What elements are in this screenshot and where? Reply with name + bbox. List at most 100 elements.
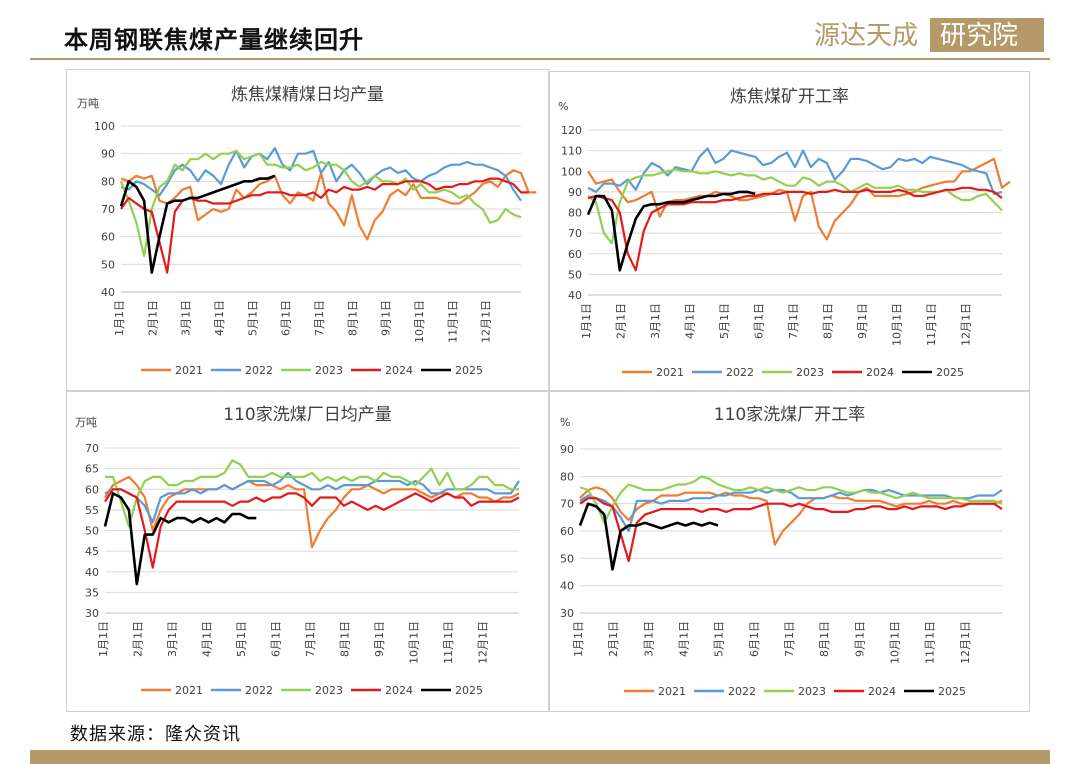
y-tick-label: 120 [561,124,582,137]
y-tick-label: 45 [85,545,99,558]
logo-text-right: 研究院 [940,21,1018,51]
series-line-2023 [105,459,519,528]
x-tick-label: 3月1日 [180,300,193,336]
x-tick-label: 3月1日 [649,303,662,339]
x-tick-label: 6月1日 [280,300,293,336]
series-line-2021 [120,169,537,241]
x-tick-label: 4月1日 [213,300,226,336]
legend-label-2022: 2022 [726,366,754,379]
y-tick-label: 70 [85,442,99,455]
header-divider [30,58,1050,60]
y-unit-label: 万吨 [77,97,99,110]
legend-label-2023: 2023 [315,364,343,377]
series-line-2022 [104,471,520,524]
series-line-2022 [120,146,522,202]
x-tick-label: 8月1日 [818,621,831,657]
legend-label-2022: 2022 [728,685,756,698]
y-tick-label: 100 [94,120,115,133]
x-tick-label: 9月1日 [856,303,869,339]
brand-logo: 源达天成 研究院 [814,18,1044,52]
legend-label-2024: 2024 [385,684,413,697]
x-tick-label: 5月1日 [718,303,731,339]
x-tick-label: 5月1日 [713,621,726,657]
y-tick-label: 60 [101,231,115,244]
y-tick-label: 50 [85,525,99,538]
x-tick-label: 4月1日 [684,303,697,339]
logo-box [930,18,1044,52]
chart-panel-washery-utilization: 110家洗煤厂开工率% 30 40 50 60 70 80 90 1月1日 2月1日 3月1日 4月1… [549,391,1030,712]
legend-label-2021: 2021 [175,684,203,697]
chart-title: 110家洗煤厂日均产量 [223,405,391,425]
x-tick-label: 3月1日 [642,621,655,657]
y-unit-label: 万吨 [75,416,97,429]
series-line-2025 [578,502,719,571]
y-tick-label: 80 [568,207,582,220]
x-tick-label: 11月1日 [442,621,455,664]
x-tick-label: 11月1日 [924,621,937,664]
y-tick-label: 40 [85,566,99,579]
chart-title: 炼焦煤矿开工率 [730,87,849,107]
x-tick-label: 12月1日 [477,621,490,664]
x-tick-label: 4月1日 [201,621,214,657]
x-tick-label: 1月1日 [97,621,110,657]
y-tick-label: 40 [101,286,115,299]
series-line-2022 [579,488,1003,533]
y-tick-label: 90 [101,148,115,161]
y-tick-label: 50 [568,268,582,281]
series-line-2024 [104,488,520,569]
series-line-2022 [587,147,1003,196]
y-tick-label: 90 [560,443,574,456]
series-line-2023 [579,475,1003,524]
x-tick-label: 7月1日 [304,621,317,657]
y-tick-label: 90 [568,186,582,199]
y-tick-label: 60 [560,525,574,538]
x-tick-label: 10月1日 [891,303,904,346]
x-tick-label: 3月1日 [166,621,179,657]
chart-title: 炼焦煤精煤日均产量 [231,85,384,105]
y-tick-label: 40 [560,580,574,593]
y-tick-label: 50 [101,258,115,271]
legend-label-2024: 2024 [868,685,896,698]
legend-label-2023: 2023 [798,685,826,698]
x-tick-label: 2月1日 [132,621,145,657]
x-tick-label: 12月1日 [959,621,972,664]
series-line-2025 [119,174,276,274]
y-tick-label: 40 [568,289,582,302]
x-tick-label: 9月1日 [373,621,386,657]
legend-label-2024: 2024 [385,364,413,377]
x-tick-label: 7月1日 [787,303,800,339]
x-tick-label: 6月1日 [753,303,766,339]
x-tick-label: 6月1日 [270,621,283,657]
y-tick-label: 55 [85,504,99,517]
x-tick-label: 2月1日 [615,303,628,339]
x-tick-label: 4月1日 [678,621,691,657]
chart-coking-coal-mine-utilization: 炼焦煤矿开工率% 40 50 60 70 80 90 100 110 120 1月1日 2月1日 3月1… [558,87,1011,379]
legend-label-2022: 2022 [245,684,273,697]
y-tick-label: 60 [568,248,582,261]
x-tick-label: 10月1日 [889,621,902,664]
x-tick-label: 1月1日 [113,300,126,336]
x-tick-label: 8月1日 [822,303,835,339]
x-tick-label: 9月1日 [853,621,866,657]
chart-panel-coal-mine-utilization: 炼焦煤矿开工率% 40 50 60 70 80 90 100 110 120 1月1日 2月1日 3月1… [549,71,1030,391]
footer-bar [30,750,1050,764]
legend-label-2024: 2024 [866,366,894,379]
x-tick-label: 12月1日 [960,303,973,346]
series-line-2023 [587,168,1003,245]
x-tick-label: 5月1日 [246,300,259,336]
page-title: 本周钢联焦煤产量继续回升 [64,25,364,54]
x-tick-label: 6月1日 [748,621,761,657]
x-tick-label: 11月1日 [446,300,459,343]
legend-label-2023: 2023 [796,366,824,379]
y-tick-label: 50 [560,552,574,565]
data-source: 数据来源：隆众资讯 [70,724,241,745]
y-tick-label: 30 [560,607,574,620]
x-tick-label: 2月1日 [146,300,159,336]
legend-label-2022: 2022 [245,364,273,377]
x-tick-label: 7月1日 [313,300,326,336]
legend-label-2021: 2021 [175,364,203,377]
logo-text-left: 源达天成 [814,21,918,51]
chart-title: 110家洗煤厂开工率 [714,405,865,425]
y-tick-label: 35 [85,586,99,599]
